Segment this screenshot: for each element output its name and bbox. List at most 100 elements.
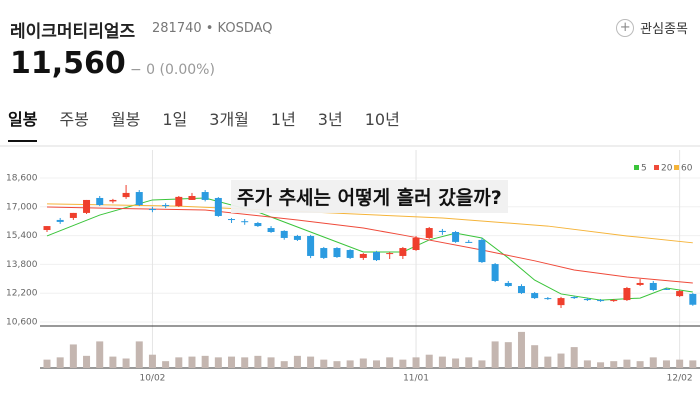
legend-swatch: [634, 165, 639, 170]
volume-bar: [373, 360, 380, 368]
y-tick-label: 13,800: [6, 260, 38, 270]
candle-body: [359, 253, 367, 258]
volume-bar: [557, 353, 565, 368]
candle-body: [214, 197, 222, 216]
period-tab[interactable]: 1년: [270, 110, 296, 129]
y-tick-label: 18,600: [6, 173, 38, 183]
candle-body: [122, 192, 130, 198]
current-price: 11,560: [10, 46, 126, 81]
y-tick-label: 10,600: [6, 318, 38, 328]
candle-body: [135, 192, 143, 205]
candle-body: [201, 192, 209, 200]
candle-body: [399, 248, 407, 256]
candle-body: [412, 237, 420, 251]
volume-bar: [386, 357, 394, 368]
candle-body: [254, 223, 262, 227]
volume-bar: [162, 361, 170, 368]
volume-bar: [649, 357, 657, 368]
candle-body: [517, 286, 525, 294]
candle-body: [386, 253, 394, 255]
candle-body: [570, 297, 578, 299]
annotation: 주가 추세는 어떻게 흘러 갔을까?: [231, 180, 508, 213]
candle-body: [438, 230, 446, 233]
candle-body: [241, 221, 249, 223]
moving-average: [46, 197, 693, 301]
volume-bar: [570, 347, 578, 368]
candle-body: [676, 291, 684, 297]
candle-body: [452, 232, 460, 242]
volume-bar: [188, 356, 196, 368]
volume-bar: [333, 361, 341, 368]
volume-bar: [293, 355, 301, 368]
volume-bar: [676, 359, 684, 368]
volume-bar: [241, 357, 249, 368]
period-tab[interactable]: 주봉: [59, 110, 89, 129]
volume-bar: [438, 356, 446, 368]
volume-bar: [359, 358, 367, 368]
favorite-label: 관심종목: [640, 22, 688, 37]
volume-bar: [504, 342, 512, 368]
x-tick-label: 11/01: [403, 374, 429, 384]
volume-bar: [610, 361, 618, 368]
volume-bar: [83, 355, 91, 368]
legend-label: 20: [661, 164, 673, 174]
moving-average: [46, 206, 693, 284]
candle-body: [267, 228, 275, 233]
period-tab[interactable]: 월봉: [110, 110, 141, 129]
x-tick-label: 10/02: [139, 374, 165, 384]
candle-body: [636, 282, 644, 285]
volume-bar: [583, 360, 591, 368]
volume-bar: [56, 357, 64, 368]
candle-body: [307, 235, 315, 256]
volume-bar: [214, 357, 222, 368]
candle-body: [662, 288, 670, 290]
volume-bar: [452, 358, 460, 368]
volume-bar: [69, 344, 77, 368]
volume-bar: [267, 357, 275, 368]
volume-bar: [544, 356, 552, 368]
volume-bar: [689, 360, 697, 368]
volume-bar: [175, 357, 183, 368]
candle-body: [83, 199, 91, 213]
candle-body: [649, 282, 657, 290]
volume-bar: [122, 358, 130, 368]
volume-bar: [597, 362, 605, 368]
stock-name: 레이크머티리얼즈: [10, 22, 136, 42]
volume-bar: [636, 361, 644, 368]
candle-body: [504, 282, 512, 287]
candle-body: [557, 298, 565, 306]
period-tab[interactable]: 3개월: [209, 110, 249, 129]
candle-body: [148, 208, 156, 211]
candle-body: [280, 230, 288, 238]
plus-icon: +: [616, 18, 635, 37]
volume-bar: [96, 341, 104, 368]
volume-bar: [43, 359, 51, 368]
candle-body: [597, 300, 605, 302]
volume-bar: [201, 355, 209, 368]
candle-body: [56, 219, 64, 222]
period-tab[interactable]: 10년: [364, 110, 400, 129]
legend-swatch: [674, 165, 679, 170]
candle-body: [491, 264, 499, 281]
candle-body: [623, 288, 631, 301]
candle-body: [162, 204, 170, 207]
candle-body: [544, 298, 552, 300]
period-tab[interactable]: 일봉: [8, 106, 38, 142]
volume-bar: [228, 356, 236, 368]
volume-bar: [623, 359, 631, 368]
favorite-button[interactable]: + 관심종목: [616, 18, 688, 37]
candle-body: [69, 212, 77, 218]
period-tab[interactable]: 3년: [317, 110, 343, 129]
candle-body: [425, 228, 433, 238]
candle-body: [346, 250, 354, 258]
candle-body: [333, 248, 341, 258]
volume-bar: [307, 356, 315, 368]
legend-swatch: [654, 165, 659, 170]
candle-body: [320, 248, 328, 258]
volume-bar: [346, 360, 354, 368]
period-tab[interactable]: 1일: [162, 110, 188, 129]
candle-body: [96, 197, 104, 205]
candle-body: [293, 235, 301, 240]
